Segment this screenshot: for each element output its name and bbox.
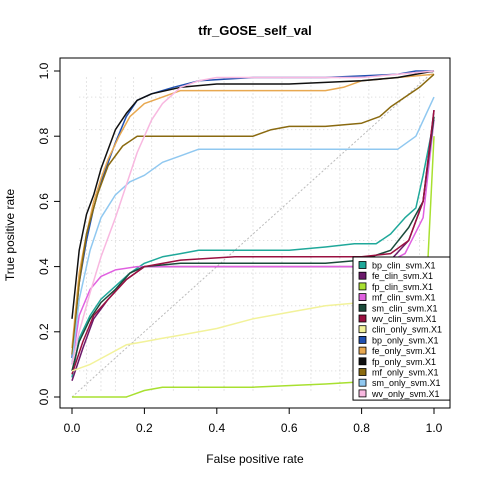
y-axis: 0.0 0.2 0.4 0.6 0.8 1.0 (37, 62, 61, 405)
legend-label: fp_clin_svm.X1 (372, 282, 433, 292)
legend-label: mf_only_svm.X1 (372, 368, 439, 378)
series-line-wv-only-svm-x1 (71, 70, 435, 365)
legend-box (352, 256, 451, 401)
legend-swatch (358, 271, 367, 280)
series-line-sm-clin-svm-x1 (71, 116, 435, 372)
x-tick-label: 0.6 (281, 421, 298, 435)
legend-label: fe_clin_svm.X1 (372, 271, 433, 281)
x-tick-label: 1.0 (426, 421, 443, 435)
legend-label: bp_clin_svm.X1 (372, 261, 436, 271)
x-tick-label: 0.2 (136, 421, 153, 435)
legend-swatch (358, 368, 367, 376)
legend-swatch (358, 261, 367, 269)
series-layer (71, 70, 435, 398)
y-tick-label: 0.4 (37, 258, 51, 275)
legend-swatch (358, 303, 367, 312)
x-axis: 0.0 0.2 0.4 0.6 0.8 1.0 (64, 407, 443, 435)
series-line-fp-only-svm-x1 (71, 70, 435, 319)
legend-swatch (358, 335, 367, 344)
y-tick-label: 0.8 (37, 128, 51, 145)
legend-label: fp_only_svm.X1 (372, 357, 436, 367)
y-tick-label: 0.2 (37, 323, 51, 340)
series-line-sm-only-svm-x1 (71, 96, 435, 365)
legend-swatch (358, 346, 367, 355)
legend: bp_clin_svm.X1fe_clin_svm.X1fp_clin_svm.… (352, 256, 451, 401)
y-tick-label: 0.0 (37, 388, 51, 405)
legend-swatch (358, 314, 367, 323)
legend-swatch (358, 378, 367, 387)
y-tick-label: 1.0 (37, 62, 51, 79)
series-line-wv-clin-svm-x1 (71, 110, 435, 375)
legend-label: mf_clin_svm.X1 (372, 293, 436, 303)
legend-swatch (358, 357, 367, 366)
legend-label: wv_only_svm.X1 (371, 389, 440, 399)
x-tick-label: 0.4 (208, 421, 225, 435)
chart-title: tfr_GOSE_self_val (198, 23, 311, 38)
diagonal-reference-line (71, 70, 435, 398)
series-line-bp-clin-svm-x1 (71, 119, 435, 378)
legend-swatch (358, 293, 367, 302)
legend-swatch (358, 282, 367, 291)
legend-label: wv_clin_svm.X1 (371, 314, 437, 324)
y-tick-label: 0.6 (37, 193, 51, 210)
legend-swatch (358, 325, 367, 334)
x-tick-label: 0.0 (64, 421, 81, 435)
series-line-fe-only-svm-x1 (71, 73, 435, 349)
legend-label: bp_only_svm.X1 (372, 335, 439, 345)
legend-label: fe_only_svm.X1 (372, 346, 436, 356)
x-tick-label: 0.8 (353, 421, 370, 435)
series-line-mf-clin-svm-x1 (71, 119, 435, 365)
legend-swatch (358, 389, 367, 398)
legend-label: sm_clin_svm.X1 (372, 303, 438, 313)
legend-label: sm_only_svm.X1 (372, 378, 441, 388)
x-axis-label: False positive rate (206, 452, 304, 466)
legend-label: clin_only_svm.X1 (372, 325, 442, 335)
background-grid-layer (79, 77, 427, 391)
series-line-mf-only-svm-x1 (71, 73, 435, 355)
y-axis-label: True positive rate (3, 189, 17, 282)
